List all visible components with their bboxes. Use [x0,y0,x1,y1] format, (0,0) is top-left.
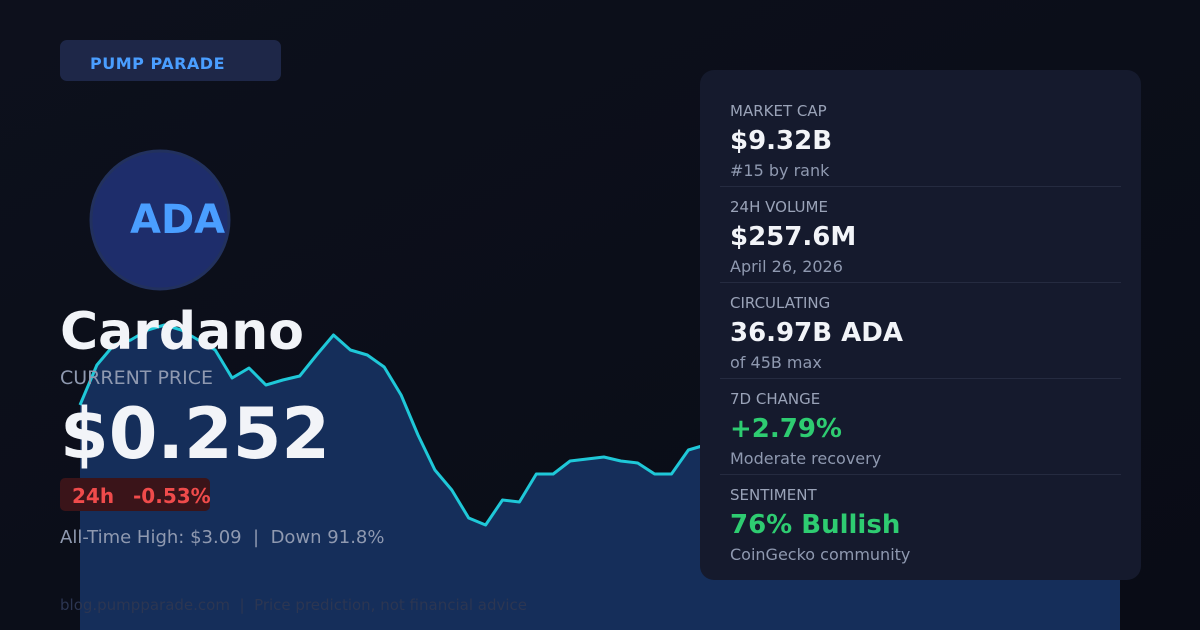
coin-symbol: ADA [130,197,225,243]
price: $0.252 [60,393,330,475]
change-period: 24h [72,484,114,508]
stat-label: SENTIMENT [730,486,817,504]
stat-value: $257.6M [730,222,856,252]
stat-label: 7D CHANGE [730,390,820,408]
stat-label: 24H VOLUME [730,198,828,216]
stat-label: CIRCULATING [730,294,830,312]
stat-sub: #15 by rank [730,161,830,180]
stat-sub: Moderate recovery [730,449,881,468]
stat-label: MARKET CAP [730,102,827,120]
coin-name: Cardano [60,302,304,362]
stat-sub: CoinGecko community [730,545,910,564]
stat-value: 76% Bullish [730,510,900,540]
footer: blog.pumpparade.com | Price prediction, … [60,596,527,614]
change-badge [60,478,210,511]
stat-value: $9.32B [730,126,832,156]
sparkline-line [78,323,706,527]
brand: PUMP PARADE [90,54,225,73]
coin-logo [89,149,231,291]
stats-list: MARKET CAP $9.32B #15 by rank 24H VOLUME $25… [720,102,1121,564]
stat-value: 36.97B ADA [730,318,903,348]
stat-sub: April 26, 2026 [730,257,843,276]
brand-pill [60,40,281,81]
change: -0.53% [133,484,211,508]
stat-sub: of 45B max [730,353,822,372]
stats-panel [700,70,1141,580]
price-label: CURRENT PRICE [60,367,213,389]
ath-line: All-Time High: $3.09 | Down 91.8% [60,527,384,548]
stat-value: +2.79% [730,414,842,444]
